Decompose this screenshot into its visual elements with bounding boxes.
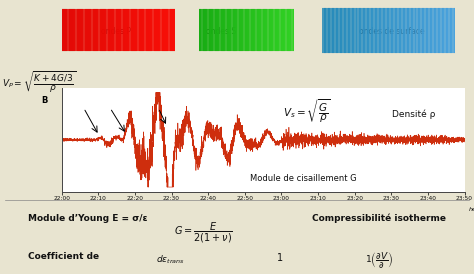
Text: $G = \dfrac{E}{2(1+\nu)}$: $G = \dfrac{E}{2(1+\nu)}$ <box>174 221 233 245</box>
Text: $1\left(\dfrac{\partial V}{\partial}\right)$: $1\left(\dfrac{\partial V}{\partial}\rig… <box>365 250 393 270</box>
Text: Module de cisaillement G: Module de cisaillement G <box>250 174 356 183</box>
Text: ondes de surface: ondes de surface <box>359 27 425 36</box>
Text: Compressibilité isotherme: Compressibilité isotherme <box>312 214 446 223</box>
Text: $V_s = \sqrt{\dfrac{G}{\rho}}$: $V_s = \sqrt{\dfrac{G}{\rho}}$ <box>283 97 331 125</box>
Text: $d\varepsilon_{trans}$: $d\varepsilon_{trans}$ <box>156 253 185 266</box>
Text: $V_P = \sqrt{\dfrac{K+4G/3}{\rho}}$: $V_P = \sqrt{\dfrac{K+4G/3}{\rho}}$ <box>2 70 76 95</box>
Text: Densité ρ: Densité ρ <box>392 109 436 119</box>
Text: ondes S: ondes S <box>206 27 236 36</box>
Text: ondes P: ondes P <box>101 27 131 36</box>
Text: $1$: $1$ <box>276 250 283 262</box>
Text: B: B <box>42 96 48 105</box>
Text: heure: heure <box>468 207 474 212</box>
Text: Module d’Young E = σ/ε: Module d’Young E = σ/ε <box>28 214 148 223</box>
Text: Coefficient de: Coefficient de <box>28 252 100 261</box>
